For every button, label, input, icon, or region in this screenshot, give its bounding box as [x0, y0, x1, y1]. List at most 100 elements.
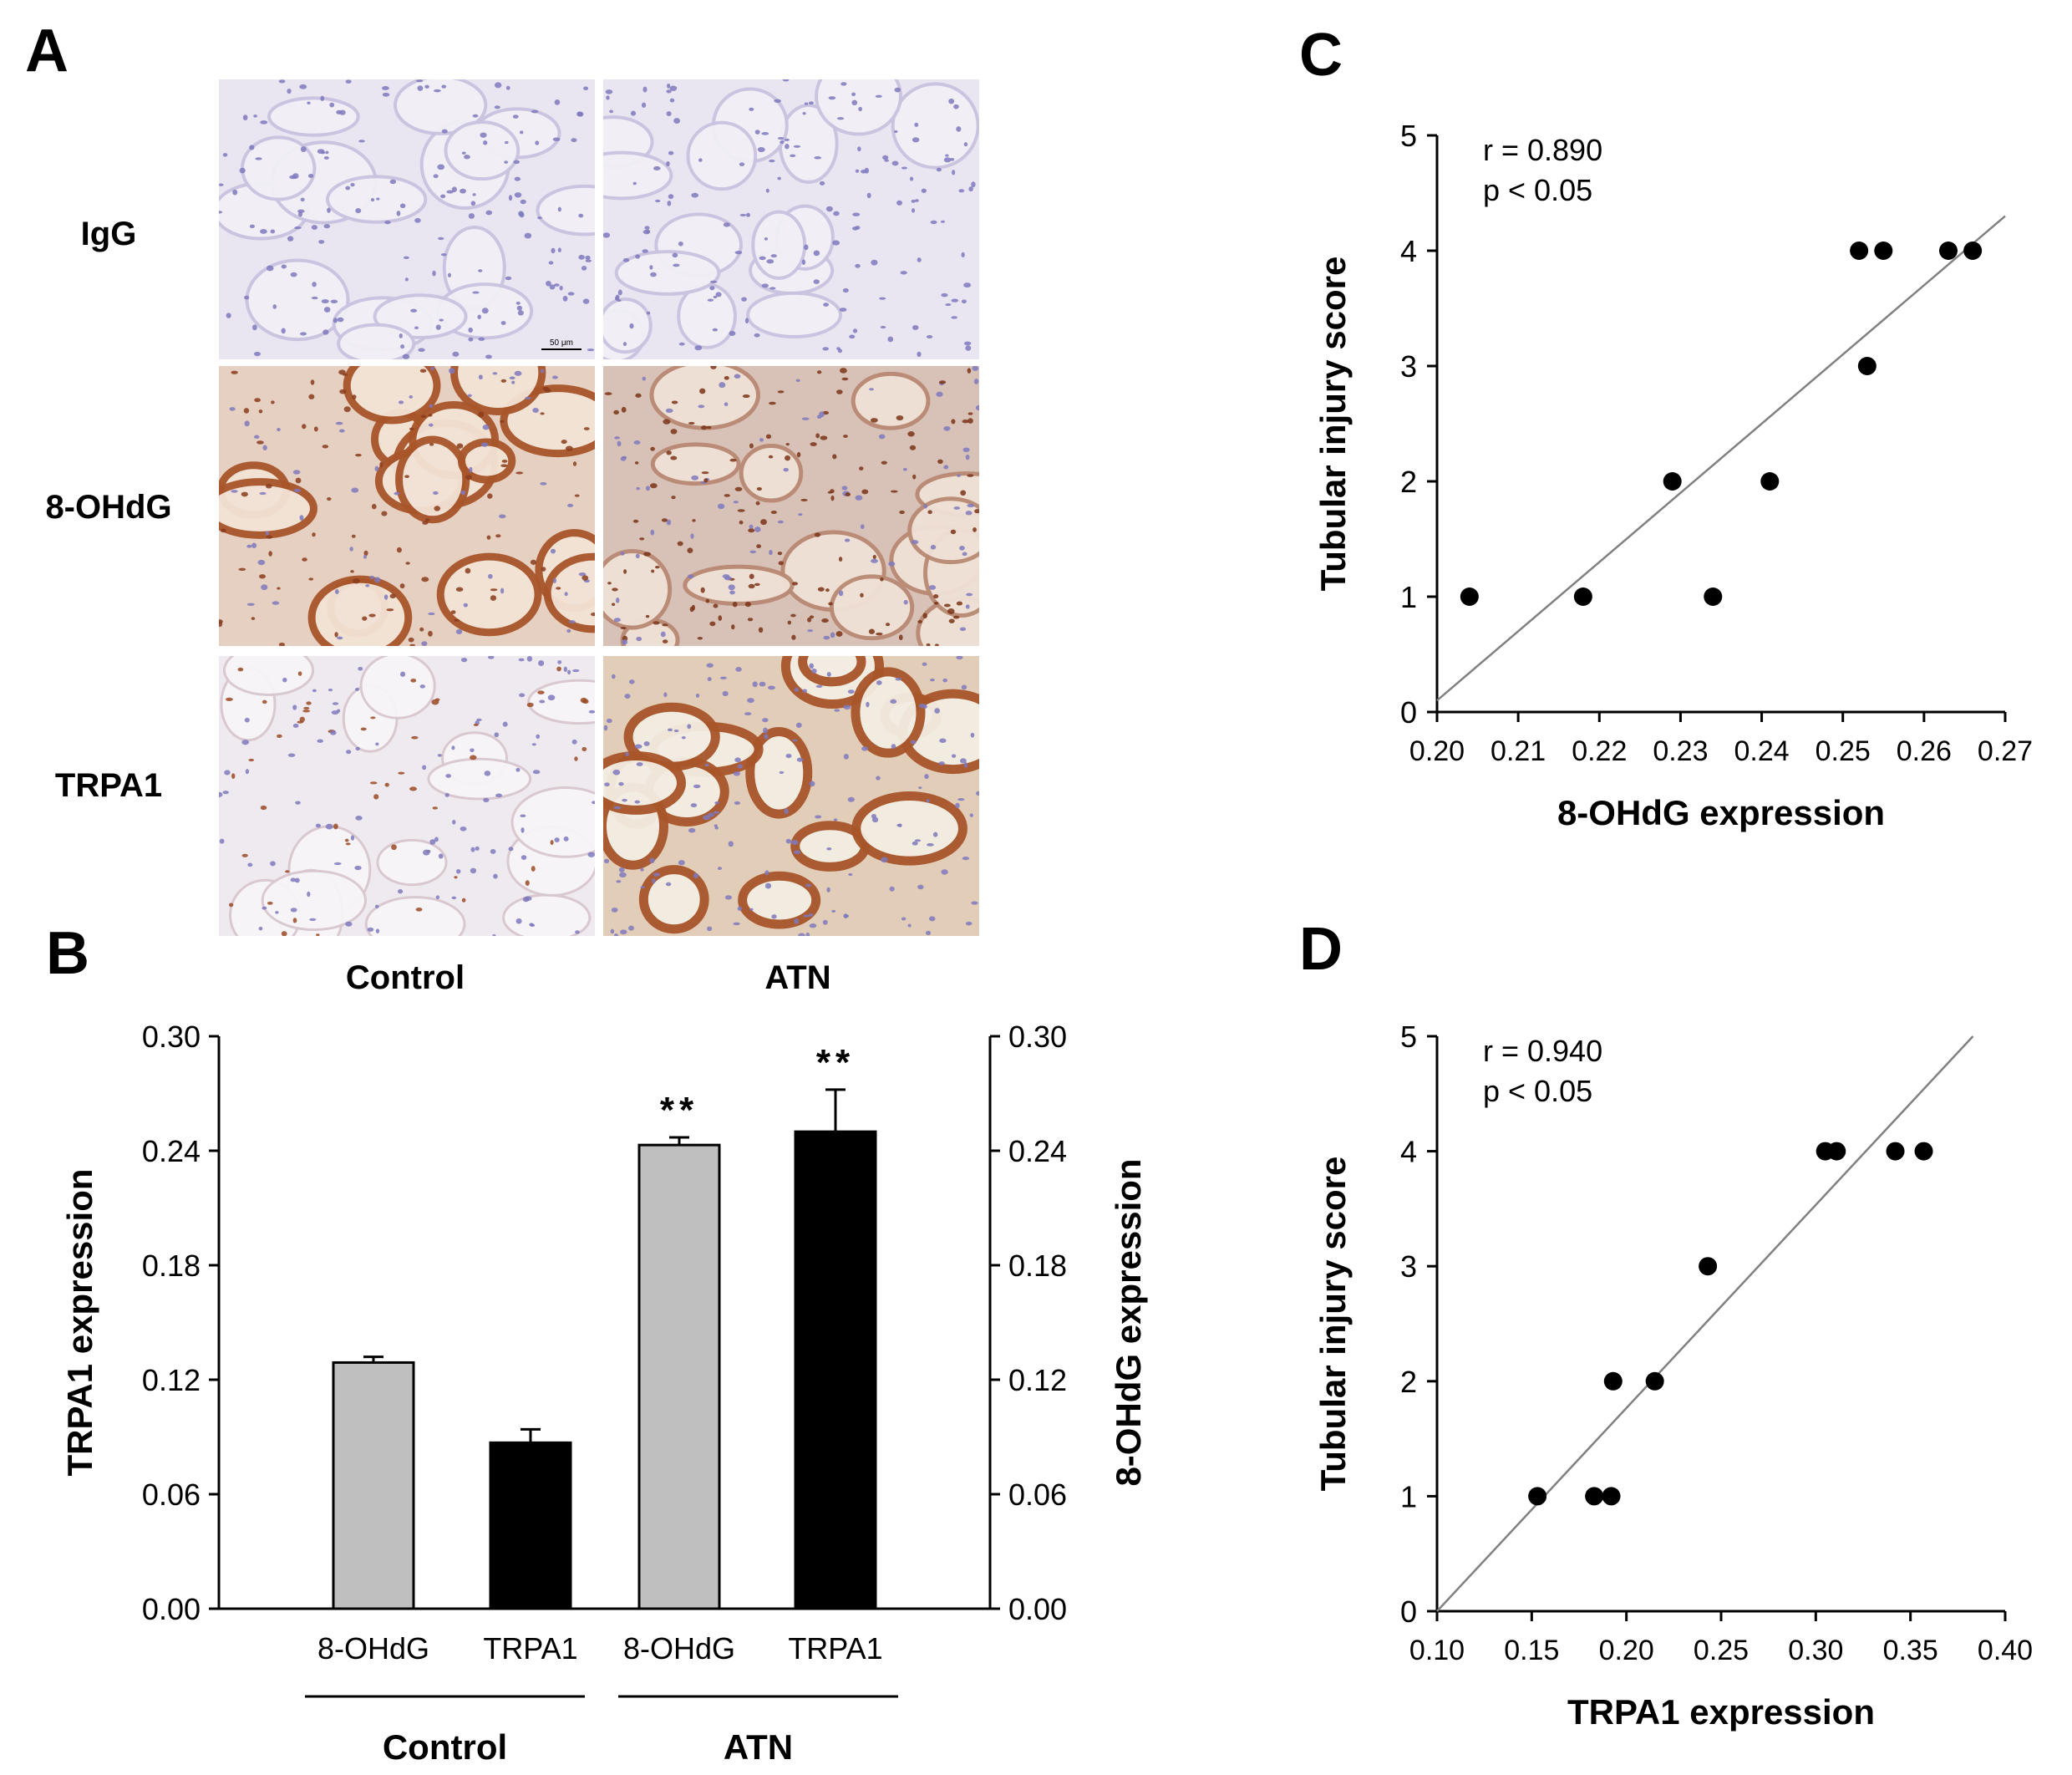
nucleus — [252, 324, 257, 331]
nucleus — [541, 567, 546, 572]
nucleus — [735, 667, 742, 672]
nucleus — [483, 797, 490, 803]
nucleus — [785, 455, 791, 461]
nucleus — [805, 883, 811, 888]
nucleus — [428, 630, 433, 637]
nucleus — [532, 408, 539, 414]
nucleus — [329, 730, 337, 735]
nucleus — [759, 681, 766, 687]
nucleus — [495, 793, 503, 798]
nucleus — [749, 524, 754, 529]
x-tick-label: 0.20 — [1409, 735, 1465, 767]
nucleus — [333, 862, 342, 866]
nucleus — [322, 445, 329, 449]
nucleus — [352, 394, 357, 399]
nucleus — [469, 466, 473, 473]
nucleus — [587, 348, 595, 352]
nucleus — [441, 129, 448, 134]
y-tick-label: 5 — [1400, 119, 1417, 153]
nucleus — [962, 419, 969, 424]
nucleus — [500, 587, 505, 594]
nucleus — [554, 283, 560, 287]
nucleus — [785, 443, 790, 446]
y-axis-title: Tubular injury score — [1313, 257, 1353, 592]
nucleus — [827, 491, 833, 494]
data-point — [1914, 1142, 1933, 1161]
data-point — [1699, 1257, 1718, 1276]
nucleus — [632, 519, 639, 523]
nucleus — [803, 914, 810, 918]
nucleus — [792, 739, 798, 742]
nucleus — [556, 666, 561, 672]
nucleus — [345, 186, 351, 191]
nucleus — [639, 537, 645, 541]
nucleus — [603, 725, 608, 731]
nucleus — [316, 933, 320, 936]
nucleus — [311, 296, 318, 300]
nucleus — [445, 774, 451, 778]
significance-marker: ** — [660, 1090, 698, 1131]
nucleus — [866, 701, 870, 708]
nucleus — [737, 906, 743, 911]
nucleus — [796, 757, 804, 762]
nucleus — [566, 445, 573, 451]
nucleus — [768, 455, 774, 459]
nucleus — [952, 615, 960, 619]
nucleus — [805, 932, 810, 936]
nucleus — [455, 628, 463, 634]
nucleus — [333, 318, 338, 323]
nucleus — [355, 746, 360, 751]
nucleus — [552, 577, 557, 583]
nucleus — [875, 94, 882, 98]
nucleus — [678, 241, 683, 247]
nucleus — [963, 341, 972, 346]
nucleus — [703, 478, 708, 483]
y-tick-label: 2 — [1400, 465, 1417, 499]
nucleus — [642, 249, 648, 253]
nucleus — [836, 117, 845, 120]
nucleus — [243, 408, 250, 414]
nucleus — [224, 770, 231, 776]
nucleus — [967, 503, 975, 508]
nucleus — [673, 118, 681, 124]
nucleus — [816, 370, 822, 374]
nucleus — [754, 333, 760, 338]
nucleus — [525, 880, 530, 886]
nucleus — [764, 882, 772, 889]
nucleus — [278, 79, 286, 84]
nucleus — [688, 421, 695, 425]
x-tick-label: 0.27 — [1978, 735, 2033, 767]
nucleus — [550, 548, 556, 554]
nucleus — [967, 368, 972, 374]
nucleus — [308, 577, 314, 581]
nucleus — [508, 847, 514, 852]
nucleus — [438, 236, 444, 241]
nucleus — [247, 862, 253, 867]
nucleus — [714, 826, 719, 830]
nucleus — [592, 801, 595, 805]
nucleus — [790, 154, 796, 157]
nucleus — [630, 110, 637, 116]
nucleus — [921, 188, 927, 193]
nucleus — [328, 689, 333, 692]
nucleus — [472, 193, 476, 196]
bar — [794, 1130, 877, 1610]
nucleus — [930, 220, 937, 225]
nucleus — [275, 911, 279, 914]
y-tick-label-right: 0.30 — [1008, 1020, 1067, 1054]
nucleus — [690, 533, 694, 539]
nucleus — [417, 85, 424, 91]
tubule — [603, 150, 673, 201]
nucleus — [800, 498, 808, 502]
nucleus — [281, 328, 286, 334]
data-point — [1602, 1487, 1621, 1506]
tubule — [343, 366, 441, 425]
nucleus — [718, 867, 722, 871]
nucleus — [509, 376, 515, 380]
nucleus — [253, 114, 257, 118]
tubule — [261, 869, 368, 932]
nucleus — [790, 840, 799, 846]
nucleus — [585, 259, 592, 262]
nucleus — [734, 251, 743, 255]
nucleus — [899, 510, 905, 515]
